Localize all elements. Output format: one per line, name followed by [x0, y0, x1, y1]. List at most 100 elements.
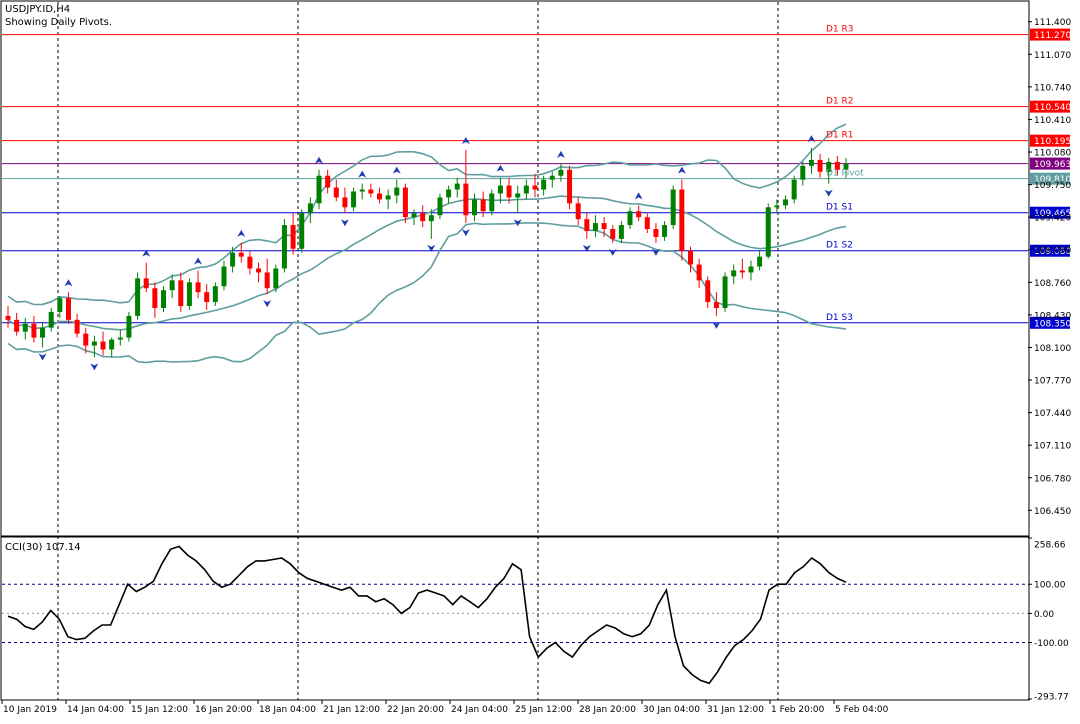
pivot-lines — [2, 34, 1028, 324]
fractal-down-arrow — [651, 248, 660, 256]
candle-body — [765, 207, 771, 257]
time-tick-label: 5 Feb 04:00 — [835, 705, 889, 715]
fractal-up-arrow — [142, 249, 151, 257]
price-tick-label: 110.080 — [1034, 149, 1071, 159]
candle-body — [126, 315, 132, 338]
candle-body — [238, 252, 244, 257]
time-tick-label: 15 Jan 12:00 — [131, 705, 188, 715]
candle-body — [385, 195, 391, 200]
candle-body — [618, 225, 624, 239]
time-tick-label: 1 Feb 20:00 — [771, 705, 825, 715]
fractals — [38, 135, 833, 371]
fractal-up-arrow — [807, 135, 816, 143]
fractal-down-arrow — [513, 219, 522, 227]
price-tick-label: 108.430 — [1034, 311, 1071, 321]
fractal-down-arrow — [608, 248, 617, 256]
candle-body — [376, 193, 382, 200]
candle-body — [610, 229, 616, 239]
fractal-down-arrow — [582, 244, 591, 252]
candle-body — [31, 323, 37, 338]
candle-body — [48, 311, 54, 328]
fractal-down-arrow — [38, 353, 47, 361]
pivot-value-box — [1030, 206, 1070, 219]
time-tick-label: 10 Jan 2019 — [3, 705, 57, 715]
pivot-name: D1 R3 — [826, 25, 854, 35]
candle-body — [230, 252, 236, 267]
candle-body — [169, 280, 175, 291]
candle-body — [5, 315, 11, 320]
cci-tick-label: 0.00 — [1034, 610, 1054, 620]
pivot-value-box — [1030, 316, 1070, 329]
candle-body — [333, 187, 339, 198]
candle-body — [722, 276, 728, 308]
candle-body — [541, 179, 547, 190]
candle-body — [394, 187, 400, 196]
price-tick-label: 111.070 — [1034, 51, 1071, 61]
candle-body — [670, 189, 676, 226]
candle-body — [575, 203, 581, 220]
candle-body — [817, 159, 823, 172]
candle-body — [558, 169, 564, 176]
candle-body — [506, 185, 512, 198]
candle-body — [100, 341, 106, 350]
pivot-value-label: 109.963 — [1034, 160, 1071, 170]
candle-body — [826, 161, 832, 172]
candle-body — [74, 319, 80, 334]
candle-body — [204, 292, 210, 303]
candle-body — [402, 187, 408, 218]
candle-body — [472, 199, 478, 216]
time-tick-label: 24 Jan 04:00 — [451, 705, 508, 715]
price-axis[interactable]: 111.400 111.070 110.740 110.410 110.080 109.7… — [1028, 18, 1071, 517]
price-tick-label: 109.420 — [1034, 214, 1071, 224]
candle-body — [91, 341, 97, 346]
time-tick-label: 28 Jan 20:00 — [579, 705, 636, 715]
price-tick-label: 106.450 — [1034, 507, 1071, 517]
candle-body — [489, 193, 495, 212]
price-tick-label: 107.440 — [1034, 409, 1071, 419]
pivot-value-box — [1030, 244, 1070, 257]
pivot-value-label: 109.465 — [1034, 209, 1071, 219]
candle-body — [783, 199, 789, 206]
cci-indicator — [2, 545, 1028, 685]
candle-body — [567, 169, 573, 204]
candle-body — [161, 290, 167, 308]
price-tick-label: 110.740 — [1034, 83, 1071, 93]
cci-axis[interactable]: 258.66 100.00 0.00 -100.00 -293.77 — [1028, 537, 1069, 703]
candle-body — [351, 191, 357, 208]
candle-body — [696, 264, 702, 281]
fractal-down-arrow — [340, 219, 349, 227]
cci-tick-label: 258.66 — [1034, 541, 1066, 551]
cci-panel — [0, 536, 1030, 701]
price-tick-label: 106.780 — [1034, 474, 1071, 484]
price-tick-label: 107.110 — [1034, 442, 1071, 452]
candle-body — [748, 266, 754, 273]
candle-body — [791, 179, 797, 200]
fractal-down-arrow — [461, 229, 470, 237]
cci-tick-label: -100.00 — [1034, 639, 1069, 649]
candles — [5, 148, 849, 358]
candle-body — [212, 286, 218, 303]
price-panel — [0, 0, 1030, 537]
candle-body — [359, 189, 365, 192]
candle-body — [480, 199, 486, 212]
fractal-up-arrow — [634, 192, 643, 200]
fractal-up-arrow — [194, 257, 203, 265]
pivot-value-label: 109.810 — [1034, 175, 1071, 185]
candle-body — [195, 282, 201, 293]
candle-body — [325, 175, 331, 188]
symbol-title: USDJPY.ID,H4 — [5, 4, 70, 15]
candle-body — [774, 205, 780, 208]
candle-body — [299, 213, 305, 249]
candle-body — [843, 163, 849, 170]
candle-body — [247, 256, 253, 269]
candle-body — [584, 219, 590, 231]
price-tick-label: 109.750 — [1034, 181, 1071, 191]
fractal-down-arrow — [90, 363, 99, 371]
time-tick-label: 22 Jan 20:00 — [387, 705, 444, 715]
fractal-up-arrow — [556, 150, 565, 158]
time-axis[interactable]: 10 Jan 2019 14 Jan 04:00 15 Jan 12:00 16 Ja… — [1, 700, 889, 715]
fractal-up-arrow — [358, 170, 367, 178]
candle-body — [687, 250, 693, 265]
candle-body — [273, 268, 279, 289]
